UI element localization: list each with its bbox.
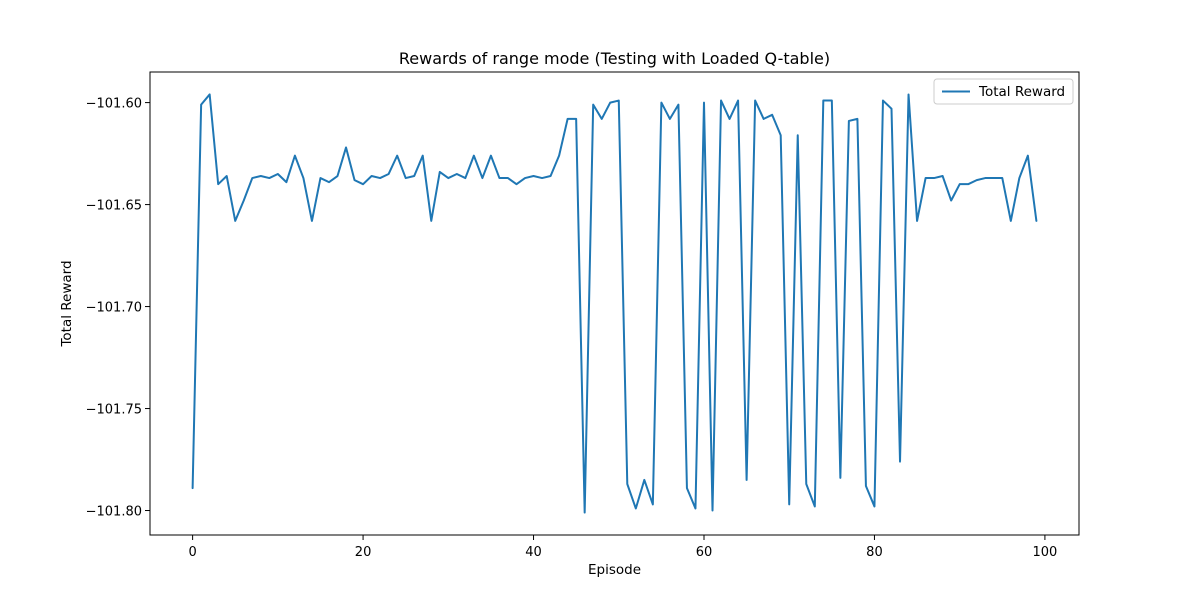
x-tick-label: 20 <box>355 545 372 560</box>
legend-box <box>933 78 1074 105</box>
y-tick-label: −101.75 <box>86 403 142 418</box>
plot-area-frame <box>149 71 1080 536</box>
x-tick-label: 0 <box>188 545 196 560</box>
x-axis-label: Episode <box>588 562 641 578</box>
y-tick-label: −101.80 <box>86 505 142 520</box>
legend-label-total-reward: Total Reward <box>978 84 1065 100</box>
legend: Total Reward <box>933 78 1074 105</box>
x-tick-label: 40 <box>525 545 542 560</box>
x-axis: 0 20 40 60 80 100 <box>188 535 1057 560</box>
y-axis: −101.80 −101.75 −101.70 −101.65 −101.60 <box>86 97 150 520</box>
x-tick-label: 80 <box>866 545 883 560</box>
series-line-total-reward <box>191 93 1038 514</box>
y-tick-label: −101.65 <box>86 199 142 214</box>
y-tick-label: −101.60 <box>86 97 142 112</box>
y-axis-label: Total Reward <box>59 260 75 347</box>
series-layer <box>191 93 1038 514</box>
chart-title: Rewards of range mode (Testing with Load… <box>399 49 830 68</box>
y-tick-label: −101.70 <box>86 301 142 316</box>
x-tick-label: 60 <box>696 545 713 560</box>
x-tick-label: 100 <box>1032 545 1057 560</box>
